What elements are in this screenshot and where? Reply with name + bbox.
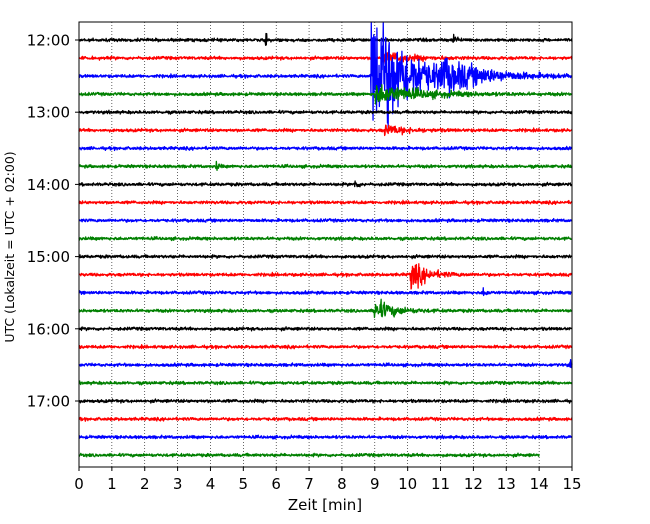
x-tick-label-5: 5: [239, 475, 249, 493]
y-axis-label: UTC (Lokalzeit = UTC + 02:00): [2, 151, 17, 342]
trace-row-1730: [78, 434, 573, 440]
trace-row-1515: [78, 263, 573, 290]
trace-row-1200: [78, 32, 573, 46]
x-tick-label-11: 11: [431, 475, 450, 493]
trace-row-1630: [78, 359, 573, 369]
trace-row-1300: [78, 109, 573, 115]
x-axis-label: Zeit [min]: [288, 496, 362, 514]
trace-row-1345: [78, 160, 573, 171]
trace-row-1400: [78, 180, 573, 188]
trace-row-1415: [78, 199, 573, 206]
y-tick-label-3: 15:00: [27, 248, 70, 266]
y-tick-label-2: 14:00: [27, 176, 70, 194]
x-tick-label-12: 12: [464, 475, 483, 493]
x-tick-label-7: 7: [304, 475, 314, 493]
trace-row-1545: [78, 298, 573, 319]
trace-row-1315: [78, 124, 573, 137]
plot-frame: [78, 21, 573, 468]
y-tick-label-1: 13:00: [27, 104, 70, 122]
x-tick-label-14: 14: [530, 475, 549, 493]
grid-layer: [111, 22, 540, 467]
x-tick-label-8: 8: [337, 475, 347, 493]
trace-row-1445: [78, 235, 573, 242]
trace-row-1700: [78, 398, 573, 404]
trace-row-1715: [78, 416, 573, 422]
x-tick-label-0: 0: [74, 475, 84, 493]
axes-layer: 0 1 2 3 4 5 6 7 8 9 10 11 12 13 14 1512:0013:0014:0015:…: [27, 21, 582, 493]
x-tick-label-4: 4: [206, 475, 216, 493]
x-tick-label-10: 10: [398, 475, 417, 493]
x-tick-label-2: 2: [140, 475, 150, 493]
trace-row-1245: [78, 84, 573, 105]
trace-row-1330: [78, 145, 573, 152]
trace-row-1500: [78, 253, 573, 260]
y-tick-label-0: 12:00: [27, 32, 70, 50]
trace-row-1215: [78, 51, 573, 65]
x-tick-label-3: 3: [173, 475, 183, 493]
x-tick-label-9: 9: [370, 475, 380, 493]
trace-row-1430: [78, 217, 573, 224]
y-tick-label-5: 17:00: [27, 393, 70, 411]
trace-row-1645: [78, 380, 573, 386]
y-tick-label-4: 16:00: [27, 320, 70, 338]
x-tick-label-13: 13: [497, 475, 516, 493]
x-tick-label-1: 1: [107, 475, 117, 493]
x-tick-label-6: 6: [271, 475, 281, 493]
trace-row-1600: [78, 326, 573, 332]
trace-row-1230: [78, 22, 573, 132]
trace-row-1530: [78, 287, 573, 297]
x-tick-label-15: 15: [562, 475, 581, 493]
trace-row-1615: [78, 344, 573, 350]
trace-row-1745: [78, 452, 540, 458]
trace-layer: [78, 22, 573, 458]
